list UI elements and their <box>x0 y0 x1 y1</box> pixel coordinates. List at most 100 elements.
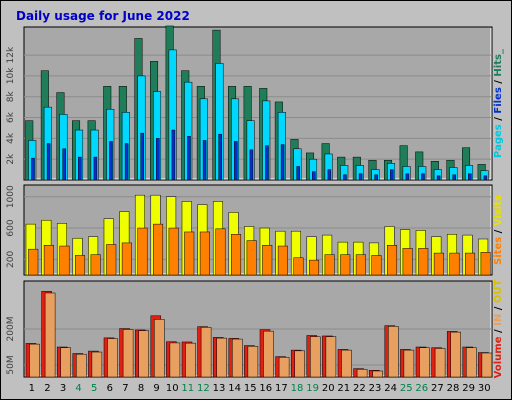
bar-sites-day-2 <box>43 245 54 276</box>
bar-pages-day-15 <box>249 149 254 181</box>
y-axis-label-volume-in-out: Volume / IN / OUT <box>493 280 504 379</box>
x-tick-label-day-12: 12 <box>197 383 210 394</box>
y-axis-label-part: / <box>493 226 504 237</box>
x-tick-label-day-5: 5 <box>91 383 97 394</box>
bar-sites-day-15 <box>246 240 257 276</box>
y-axis-label-part: Sites <box>493 237 504 265</box>
chart-title: Daily usage for June 2022 <box>16 9 190 23</box>
bar-out-day-4 <box>76 353 87 378</box>
bar-sites-day-30 <box>480 252 491 276</box>
bar-pages-day-19 <box>312 171 316 181</box>
bar-pages-day-27 <box>436 175 441 181</box>
y-tick-label: 4k <box>6 132 16 144</box>
x-tick-label-day-25: 25 <box>400 383 413 394</box>
bar-out-day-14 <box>232 338 243 378</box>
x-tick-label-day-20: 20 <box>322 383 335 394</box>
bar-sites-day-1 <box>28 248 39 276</box>
x-tick-label-day-16: 16 <box>259 383 272 394</box>
bar-out-day-1 <box>29 343 40 378</box>
bar-pages-day-18 <box>296 166 300 181</box>
bar-pages-day-10 <box>171 129 176 181</box>
bar-sites-day-26 <box>418 248 429 276</box>
y-axis-label-part: / <box>493 114 504 125</box>
y-axis-label-part: / <box>493 77 504 88</box>
bar-pages-day-13 <box>218 133 222 181</box>
bar-out-day-2 <box>44 292 56 378</box>
bar-pages-day-29 <box>468 173 472 181</box>
bar-sites-day-7 <box>121 242 132 276</box>
bar-sites-day-20 <box>324 254 335 276</box>
x-tick-label-day-21: 21 <box>337 383 350 394</box>
bar-pages-day-9 <box>156 138 160 181</box>
bar-pages-day-24 <box>390 169 394 181</box>
bar-out-day-18 <box>294 350 305 378</box>
x-tick-label-day-18: 18 <box>291 383 304 394</box>
y-axis-label-part: / <box>493 326 504 337</box>
bar-pages-day-6 <box>109 141 113 181</box>
y-axis-label-hits-files-pages: Pages / Files / Hits_ <box>493 49 504 158</box>
bar-out-day-24 <box>388 326 399 378</box>
y-tick-label: 200 <box>6 250 16 267</box>
bar-out-day-10 <box>169 342 181 378</box>
y-axis-label-sites-visits: Sites / Visits <box>493 195 504 265</box>
x-tick-label-day-26: 26 <box>415 383 428 394</box>
bar-pages-day-23 <box>374 174 378 181</box>
bar-sites-day-12 <box>199 231 210 276</box>
bar-out-day-19 <box>310 336 321 378</box>
y-axis-label-part: Volume <box>493 336 504 378</box>
bar-sites-day-27 <box>433 252 444 276</box>
bar-out-day-30 <box>481 352 493 378</box>
bar-sites-day-11 <box>184 231 195 276</box>
y-axis-label-part: Hits <box>493 54 504 77</box>
bar-sites-day-16 <box>262 245 273 276</box>
bar-sites-day-19 <box>309 259 320 276</box>
y-axis-label-part: OUT <box>493 280 504 304</box>
y-axis-label-part: IN <box>493 314 504 326</box>
bar-sites-day-23 <box>371 255 382 276</box>
bar-pages-day-30 <box>483 175 488 181</box>
bar-pages-day-8 <box>140 132 144 181</box>
bar-sites-day-25 <box>402 248 413 276</box>
bar-pages-day-22 <box>358 173 363 181</box>
bar-sites-day-29 <box>465 252 476 276</box>
bar-sites-day-5 <box>90 254 101 276</box>
x-tick-label-day-24: 24 <box>384 383 397 394</box>
x-tick-label-day-19: 19 <box>306 383 319 394</box>
bar-sites-day-3 <box>59 245 70 276</box>
bar-pages-day-21 <box>343 174 347 181</box>
x-tick-label-day-30: 30 <box>478 383 491 394</box>
bar-out-day-11 <box>185 342 196 378</box>
bar-sites-day-4 <box>75 255 86 276</box>
bar-out-day-15 <box>247 346 259 378</box>
bar-sites-day-10 <box>168 227 179 276</box>
bar-pages-day-26 <box>421 173 425 181</box>
y-tick-label: 12k <box>6 46 16 63</box>
y-tick-label: 200M <box>6 317 16 342</box>
x-tick-label-day-11: 11 <box>181 383 194 394</box>
x-tick-label-day-3: 3 <box>60 383 66 394</box>
y-tick-label: 6k <box>6 111 16 123</box>
x-axis-labels: 1 2 3 4 5 6 7 8 9 10 11 12 13 14 15 16 17 18 19 20 21 22 23 24 2… <box>29 383 491 394</box>
y-tick-label: 1000 <box>6 185 16 208</box>
y-axis-label-part: Files <box>493 87 504 113</box>
plot-area-hits-files-pages <box>23 26 493 181</box>
bar-pages-day-3 <box>62 148 66 181</box>
bar-sites-day-18 <box>293 257 304 276</box>
bar-out-day-17 <box>278 357 290 378</box>
x-tick-label-day-6: 6 <box>107 383 113 394</box>
bar-sites-day-24 <box>387 245 398 276</box>
bar-out-day-13 <box>216 337 227 378</box>
bar-out-day-8 <box>138 330 149 378</box>
bar-out-day-26 <box>419 347 430 378</box>
bar-pages-day-25 <box>405 173 410 181</box>
y-axis-label-part: _ <box>493 49 504 54</box>
bar-pages-day-16 <box>265 145 269 181</box>
x-tick-label-day-10: 10 <box>166 383 179 394</box>
x-tick-label-day-1: 1 <box>29 383 35 394</box>
bar-out-day-16 <box>263 330 274 378</box>
panel-volume-in-out: 50M 200M Volume / IN / OUT <box>6 280 504 379</box>
bar-pages-day-20 <box>327 169 332 181</box>
panel-hits-files-pages: 2k 4k 6k 8k 10k 12k Pages / Files / Hits_ <box>6 25 504 181</box>
